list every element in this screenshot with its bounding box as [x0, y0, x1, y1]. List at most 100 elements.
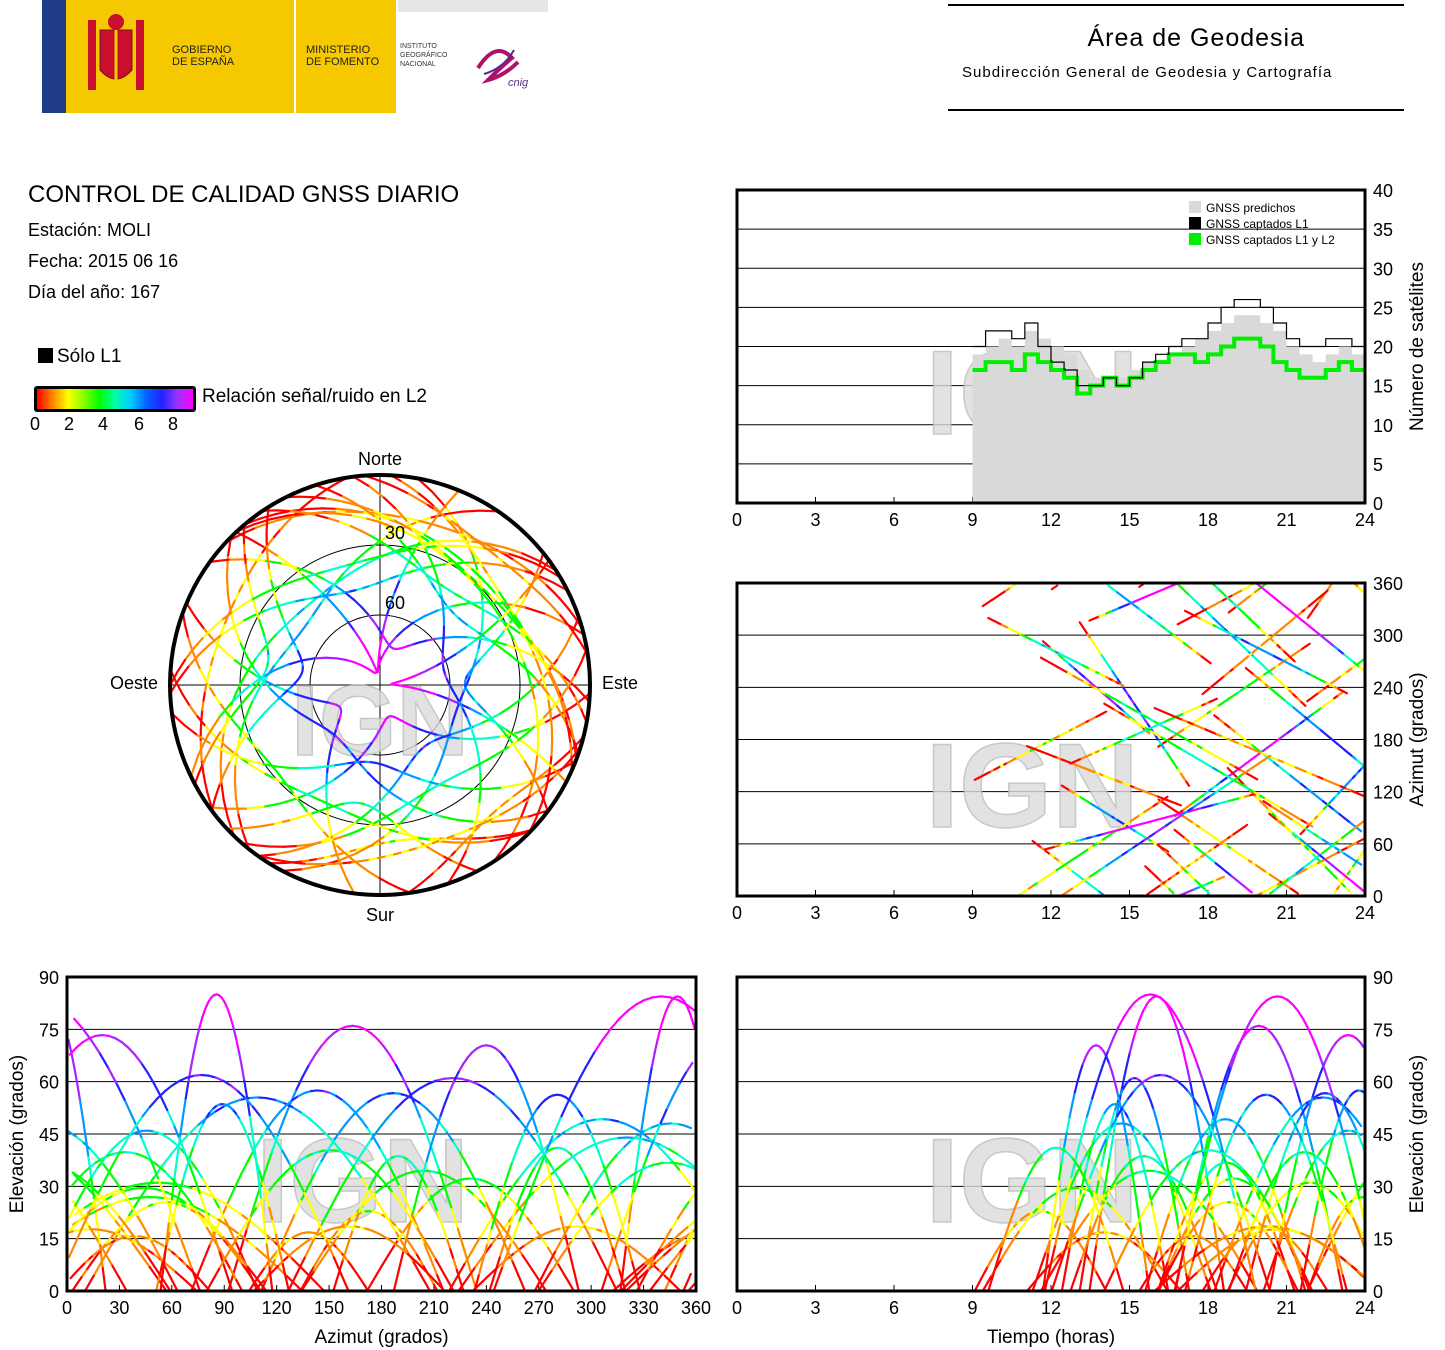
pass-segment — [1283, 1117, 1292, 1128]
pass-segment — [669, 1233, 681, 1243]
pass-segment — [279, 1228, 289, 1246]
pass-segment — [440, 1172, 450, 1178]
pass-segment — [1232, 1122, 1239, 1134]
pass-segment — [621, 1278, 627, 1291]
area-title: Área de Geodesia — [1087, 24, 1305, 52]
pass-segment — [1276, 599, 1284, 606]
x-tick-label: 360 — [681, 1298, 711, 1318]
pass-segment — [642, 1098, 648, 1119]
pass-segment — [674, 1161, 684, 1166]
pass-segment — [390, 792, 404, 802]
pass-segment — [1300, 1267, 1309, 1282]
pass-segment — [1174, 1208, 1180, 1227]
pass-segment — [362, 507, 376, 518]
pass-segment — [1337, 1116, 1346, 1139]
pass-segment — [416, 491, 427, 500]
pass-segment — [1294, 1105, 1303, 1114]
ign-label-3: NACIONAL — [400, 61, 436, 68]
pass-az-22 — [1268, 812, 1365, 893]
pass-segment — [1134, 1236, 1141, 1246]
pass-segment — [604, 1224, 610, 1238]
pass-segment — [485, 571, 492, 580]
pass-segment — [234, 1037, 240, 1053]
pass-segment — [465, 1265, 477, 1281]
pass-segment — [276, 1117, 286, 1137]
pass-segment — [354, 1210, 361, 1222]
pass-segment — [1192, 1098, 1199, 1119]
pass-segment — [300, 803, 308, 813]
pass-segment — [1161, 795, 1169, 801]
pass-segment — [457, 531, 465, 541]
pass-segment — [481, 564, 488, 574]
pass-segment — [1288, 1129, 1295, 1142]
pass-segment — [429, 1194, 436, 1205]
pass-segment — [398, 1185, 407, 1202]
pass-segment — [1142, 1003, 1148, 1012]
pass-segment — [1332, 645, 1341, 652]
pass-segment — [140, 1135, 151, 1159]
pass-segment — [525, 631, 532, 641]
pass-segment — [177, 665, 190, 681]
pass-ea-7 — [365, 1177, 576, 1291]
pass-segment — [1358, 1041, 1365, 1049]
pass-segment — [1088, 1162, 1097, 1180]
pass-segment — [1110, 1115, 1119, 1128]
pass-segment — [1343, 817, 1352, 824]
pass-segment — [295, 814, 306, 820]
pass-segment — [1096, 1064, 1104, 1083]
gov-label-1: GOBIERNO — [172, 44, 232, 56]
pass-segment — [1000, 1250, 1007, 1261]
pass-segment — [609, 1186, 618, 1195]
pass-segment — [1138, 1009, 1145, 1020]
pass-segment — [256, 681, 265, 693]
pass-segment — [1304, 1101, 1311, 1110]
pass-segment — [212, 734, 224, 745]
pass-segment — [1151, 1147, 1159, 1157]
pass-segment — [1101, 1049, 1110, 1067]
pass-segment — [244, 825, 257, 830]
pass-segment — [115, 1081, 126, 1101]
pass-segment — [70, 1051, 76, 1069]
pass-segment — [1195, 1169, 1202, 1191]
pass-segment — [309, 1265, 316, 1274]
passes-az — [973, 583, 1365, 896]
pass-segment — [1351, 1265, 1359, 1273]
snr-tick-8: 8 — [168, 414, 179, 434]
pass-segment — [1305, 1151, 1312, 1165]
pass-segment — [1305, 1278, 1314, 1291]
pass-segment — [123, 1222, 133, 1234]
pass-segment — [1322, 1244, 1331, 1251]
pass-segment — [1113, 1080, 1119, 1094]
pass-segment — [443, 585, 452, 592]
pass-segment — [531, 1108, 538, 1118]
pass-segment — [500, 1100, 512, 1111]
pass-segment — [312, 1261, 321, 1274]
pass-segment — [338, 1025, 348, 1031]
pass-segment — [633, 1156, 639, 1180]
pass-segment — [1305, 1243, 1311, 1261]
pass-segment — [515, 830, 526, 835]
pass-segment — [1102, 1224, 1108, 1238]
pass-segment — [289, 612, 299, 622]
pass-segment — [229, 1015, 235, 1028]
pass-segment — [1248, 1136, 1255, 1146]
pass-segment — [1079, 1062, 1084, 1074]
pass-segment — [1322, 1065, 1330, 1084]
pass-segment — [1345, 1199, 1354, 1212]
pass-segment — [162, 1243, 168, 1269]
pass-segment — [572, 1103, 580, 1111]
pass-segment — [1191, 1049, 1199, 1067]
pass-segment — [183, 724, 199, 737]
pass-segment — [328, 853, 338, 858]
pass-segment — [472, 582, 483, 593]
pass-segment — [1199, 1156, 1207, 1180]
pass-segment — [93, 1202, 102, 1209]
pass-segment — [1312, 1038, 1320, 1054]
pass-segment — [559, 673, 570, 687]
pass-segment — [1176, 1265, 1184, 1273]
pass-segment — [662, 1122, 672, 1126]
pass-segment — [1173, 1266, 1181, 1291]
pass-segment — [1311, 1082, 1318, 1098]
pass-segment — [321, 855, 331, 859]
pass-segment — [91, 1186, 100, 1195]
